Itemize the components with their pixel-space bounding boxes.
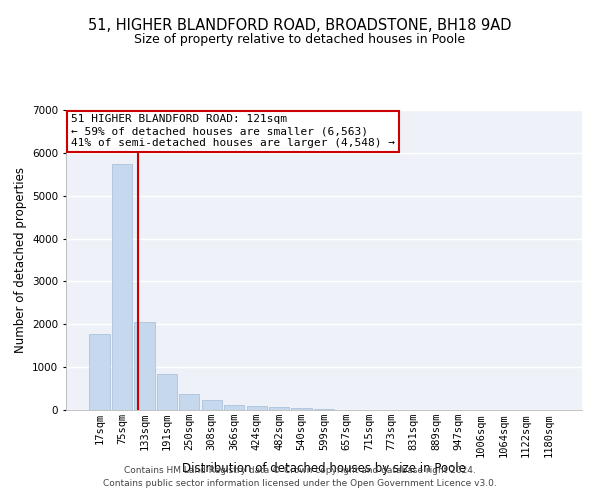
- Text: Contains HM Land Registry data © Crown copyright and database right 2024.
Contai: Contains HM Land Registry data © Crown c…: [103, 466, 497, 487]
- Y-axis label: Number of detached properties: Number of detached properties: [14, 167, 26, 353]
- Text: Size of property relative to detached houses in Poole: Size of property relative to detached ho…: [134, 32, 466, 46]
- Bar: [89, 334, 110, 410]
- Bar: [112, 164, 132, 410]
- Bar: [157, 374, 177, 410]
- Bar: [292, 408, 311, 410]
- Bar: [134, 322, 155, 410]
- X-axis label: Distribution of detached houses by size in Poole: Distribution of detached houses by size …: [182, 462, 466, 475]
- Text: 51 HIGHER BLANDFORD ROAD: 121sqm
← 59% of detached houses are smaller (6,563)
41: 51 HIGHER BLANDFORD ROAD: 121sqm ← 59% o…: [71, 114, 395, 148]
- Bar: [269, 408, 289, 410]
- Bar: [247, 406, 267, 410]
- Bar: [314, 408, 334, 410]
- Text: 51, HIGHER BLANDFORD ROAD, BROADSTONE, BH18 9AD: 51, HIGHER BLANDFORD ROAD, BROADSTONE, B…: [88, 18, 512, 32]
- Bar: [224, 406, 244, 410]
- Bar: [179, 394, 199, 410]
- Bar: [202, 400, 222, 410]
